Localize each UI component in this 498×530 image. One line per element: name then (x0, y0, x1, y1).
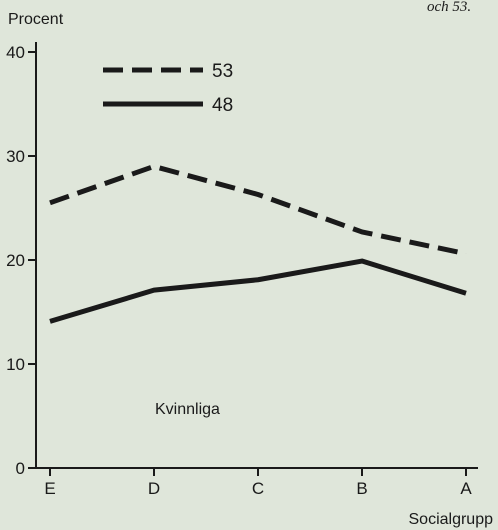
chart-annotation: Kvinnliga (155, 401, 220, 418)
x-tick-label: A (460, 479, 472, 498)
axes: 0 10 20 30 40 E D C B A (6, 42, 478, 498)
series-line-53 (49, 163, 467, 257)
y-tick-label: 0 (16, 459, 25, 478)
series-line-48 (49, 258, 467, 324)
x-tick-label: C (252, 479, 264, 498)
x-tick-label: E (44, 479, 55, 498)
x-axis-title: Socialgrupp (409, 511, 494, 528)
x-tick-label: D (148, 479, 160, 498)
y-axis-title: Procent (8, 11, 64, 28)
header-fragment: och 53. (427, 0, 471, 15)
y-tick-label: 20 (6, 251, 25, 270)
y-tick-label: 30 (6, 147, 25, 166)
x-tick-label: B (356, 479, 367, 498)
legend-label: 48 (212, 95, 233, 116)
y-tick-label: 10 (6, 355, 25, 374)
series-layer (49, 163, 467, 324)
legend-label: 53 (212, 61, 233, 82)
y-tick-label: 40 (6, 43, 25, 62)
legend: 53 48 (103, 61, 233, 116)
